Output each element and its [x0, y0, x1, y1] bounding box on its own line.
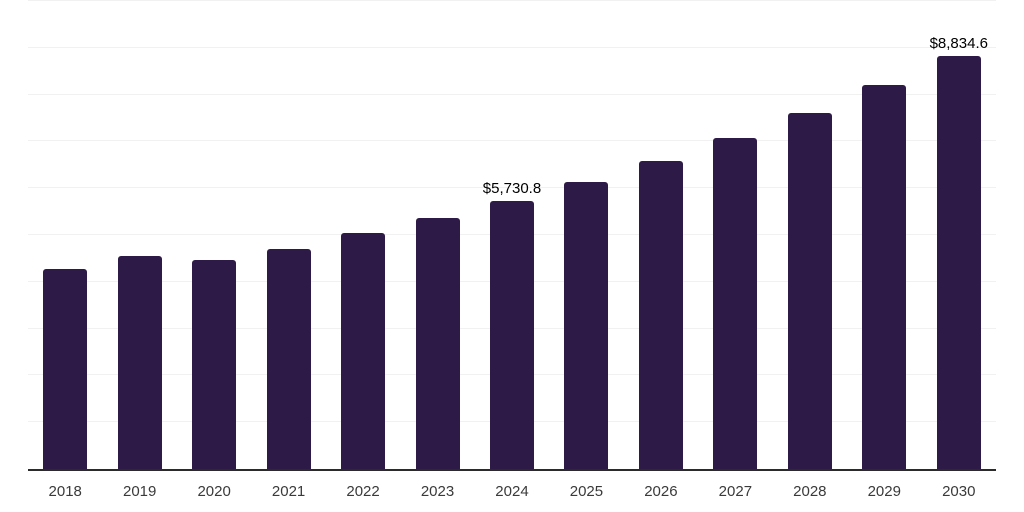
bar-2030 [936, 55, 981, 469]
bar-2027 [713, 138, 758, 469]
bar-2022 [341, 233, 386, 469]
x-tick-2022: 2022 [346, 483, 380, 500]
bar-2023 [415, 217, 460, 469]
bar-2019 [117, 255, 162, 469]
x-tick-2019: 2019 [122, 483, 157, 500]
x-tick-2018: 2018 [48, 483, 82, 500]
x-tick-2028: 2028 [793, 483, 827, 500]
data-label-2030: $8,834.6 [929, 34, 988, 52]
bar-2028 [787, 113, 832, 469]
x-axis: 2018 2019 2020 2021 2022 2023 2024 2025 2026 2027… [28, 483, 996, 503]
gridline-6000 [28, 187, 996, 189]
data-label-2024: $5,730.8 [482, 179, 542, 197]
bar-2025 [564, 181, 609, 469]
bar-2029 [862, 85, 907, 469]
bar-2021 [266, 248, 311, 469]
gridline-8000 [28, 93, 996, 95]
x-tick-2023: 2023 [420, 483, 455, 500]
x-tick-2030: 2030 [942, 483, 976, 500]
x-tick-2029: 2029 [867, 483, 901, 500]
gridline-7000 [28, 140, 996, 142]
x-tick-2025: 2025 [569, 483, 604, 500]
bar-2018 [43, 269, 88, 469]
bar-2026 [638, 161, 683, 469]
gridline-9000 [28, 46, 996, 48]
gridline-10000 [28, 0, 996, 1]
x-tick-2026: 2026 [644, 483, 678, 500]
bar-2020 [192, 260, 237, 469]
bar-2024 [490, 200, 534, 469]
x-tick-2027: 2027 [718, 483, 753, 500]
x-tick-2021: 2021 [271, 483, 306, 500]
plot-area: $5,730.8 $8,834.6 [28, 0, 996, 471]
x-tick-2020: 2020 [197, 483, 231, 500]
x-tick-2024: 2024 [495, 483, 529, 500]
